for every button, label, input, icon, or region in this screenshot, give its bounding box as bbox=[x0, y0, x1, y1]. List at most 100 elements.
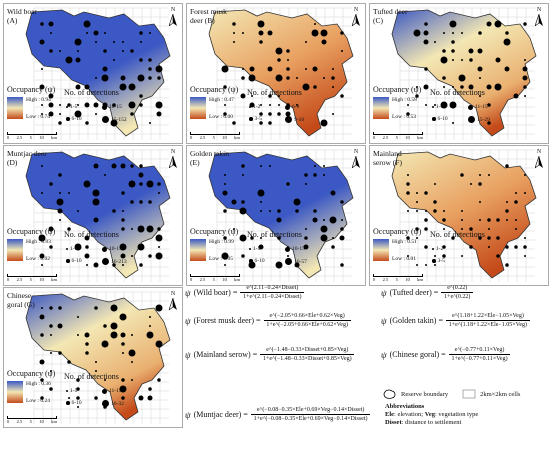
dot-icon bbox=[285, 246, 290, 252]
scale-bar: 0 2.5 5 10 km bbox=[190, 132, 240, 140]
occupancy-label: Occupancy (ψ) bbox=[7, 227, 56, 236]
occupancy-high: High : 0.83 bbox=[26, 239, 51, 245]
occupancy-low: Low : 0.24 bbox=[26, 398, 50, 404]
detection-bin: 3-5 bbox=[432, 258, 445, 264]
detection-bin: 6-10 bbox=[432, 116, 448, 122]
scale-bar: 0 2.5 5 10 km bbox=[7, 274, 57, 282]
habitat-map bbox=[391, 149, 537, 282]
detection-bin: 16-32 bbox=[102, 400, 124, 407]
detections-label: No. of detections bbox=[64, 230, 119, 239]
detection-bin: 1-5 bbox=[432, 104, 443, 110]
habitat-map bbox=[208, 7, 354, 140]
north-arrow-icon: N bbox=[168, 291, 178, 315]
dot-icon bbox=[66, 390, 68, 392]
detection-bin: 1-2 bbox=[249, 104, 260, 110]
occupancy-color-ramp bbox=[373, 239, 389, 261]
occupancy-label: Occupancy (ψ) bbox=[190, 85, 239, 94]
panel-title: Muntjac deer (D) bbox=[7, 149, 47, 167]
map-panel-f: Mainland serow (F) N Occupancy (ψ) High … bbox=[369, 145, 549, 286]
detection-bin: 1-5 bbox=[66, 388, 77, 394]
habitat-map bbox=[25, 291, 171, 424]
detections-label: No. of detections bbox=[64, 372, 119, 381]
map-panel-e: Golden takin (E) N Occupancy (ψ) High : … bbox=[186, 145, 366, 286]
grid-cell-icon bbox=[462, 389, 476, 399]
north-arrow-icon: N bbox=[351, 149, 361, 173]
dot-icon bbox=[285, 258, 292, 265]
detection-bin: 6-10 bbox=[249, 258, 265, 264]
detection-bin: 6-10 bbox=[66, 116, 82, 122]
detection-bin: 11-15 bbox=[468, 104, 488, 110]
dot-icon bbox=[249, 106, 251, 108]
equation-chinese-goral: ψ (Chinese goral) = e^(−0.77+0.11×Veg) 1+e… bbox=[381, 347, 511, 362]
map-panel-c: Tufted deer (C) N Occupancy (ψ) High : 0… bbox=[369, 3, 549, 144]
dot-icon bbox=[249, 117, 253, 121]
detection-bin: 6-10 bbox=[66, 258, 82, 264]
detection-bin: 1-5 bbox=[66, 246, 77, 252]
occupancy-low: Low : 0.05 bbox=[209, 256, 233, 262]
occupancy-label: Occupancy (ψ) bbox=[373, 85, 422, 94]
north-arrow-icon: N bbox=[534, 7, 544, 31]
occupancy-high: High : 0.99 bbox=[209, 239, 234, 245]
dot-icon bbox=[66, 259, 70, 263]
detection-bin: 10-15 bbox=[102, 246, 122, 252]
map-panel-b: Forest musk deer (B) N Occupancy (ψ) Hig… bbox=[186, 3, 366, 144]
dot-icon bbox=[249, 248, 251, 250]
panel-title: Forest musk deer (B) bbox=[190, 7, 227, 25]
occupancy-high: High : 0.47 bbox=[209, 97, 234, 103]
detection-bin: 16-213 bbox=[102, 258, 127, 265]
occupancy-high: High : 0.51 bbox=[392, 239, 417, 245]
occupancy-color-ramp bbox=[190, 239, 206, 261]
habitat-map bbox=[391, 7, 537, 140]
panel-title: Tufted deer (C) bbox=[373, 7, 408, 25]
dot-icon bbox=[102, 400, 109, 407]
equation-muntjac-deer: ψ (Muntjac deer) = e^(−0.08−0.35×Ele+0.69… bbox=[185, 407, 371, 422]
detection-bin: 15-152 bbox=[102, 116, 127, 123]
occupancy-high: High : 0.94 bbox=[26, 97, 51, 103]
occupancy-label: Occupancy (ψ) bbox=[7, 369, 56, 378]
dot-icon bbox=[66, 248, 68, 250]
equation-tufted-deer: ψ (Tufted deer) = e^(0.22) 1+e^(0.22) bbox=[381, 285, 474, 300]
reserve-boundary-icon bbox=[383, 389, 396, 399]
detection-bin: 9-10 bbox=[285, 116, 304, 123]
map-panel-d: Muntjac deer (D) N Occupancy (ψ) High : … bbox=[3, 145, 183, 286]
occupancy-label: Occupancy (ψ) bbox=[190, 227, 239, 236]
occupancy-color-ramp bbox=[190, 97, 206, 119]
detection-bin: 15-29 bbox=[468, 116, 490, 123]
panel-title: Chinese goral (G) bbox=[7, 291, 35, 309]
dot-icon bbox=[66, 401, 70, 405]
habitat-map bbox=[208, 149, 354, 282]
detection-bin: 6-10 bbox=[66, 400, 82, 406]
dot-icon bbox=[66, 106, 68, 108]
occupancy-high: High : 0.58 bbox=[392, 97, 417, 103]
dot-icon bbox=[102, 388, 107, 394]
detection-bin: 11-15 bbox=[102, 388, 122, 394]
scale-bar: 0 2.5 5 10 km bbox=[190, 274, 240, 282]
scale-bar: 0 2.5 5 10 km bbox=[7, 132, 57, 140]
dot-icon bbox=[432, 117, 436, 121]
occupancy-label: Occupancy (ψ) bbox=[373, 227, 422, 236]
scale-bar: 0 2.5 5 10 km bbox=[373, 274, 423, 282]
dot-icon bbox=[66, 117, 70, 121]
detection-bin: 1-5 bbox=[66, 104, 77, 110]
detection-bin: 1-2 bbox=[432, 246, 443, 252]
abbreviations: Abbreviations Ele: elevation; Veg: veget… bbox=[385, 403, 479, 426]
north-arrow-icon: N bbox=[534, 149, 544, 173]
equation-mainland-serow: ψ (Mainland serow) = e^(−1.48−0.33×Disset… bbox=[185, 347, 355, 362]
dot-icon bbox=[432, 248, 434, 250]
north-arrow-icon: N bbox=[168, 149, 178, 173]
dot-icon bbox=[432, 259, 436, 263]
map-panel-g: Chinese goral (G) N Occupancy (ψ) High :… bbox=[3, 287, 183, 428]
occupancy-low: Low : 0.53 bbox=[392, 114, 416, 120]
detection-bin: 1-5 bbox=[249, 246, 260, 252]
panel-title: Wild boar (A) bbox=[7, 7, 37, 25]
occupancy-low: Low : 0.01 bbox=[392, 256, 416, 262]
detections-label: No. of detections bbox=[64, 88, 119, 97]
detection-bin: 10-15 bbox=[102, 104, 122, 110]
map-legend: Reserve boundary 2km×2km cells bbox=[383, 389, 520, 399]
detection-bin: 10-15 bbox=[285, 246, 305, 252]
detection-bin: 6-8 bbox=[285, 104, 299, 110]
dot-icon bbox=[102, 258, 109, 265]
occupancy-color-ramp bbox=[373, 97, 389, 119]
occupancy-color-ramp bbox=[7, 239, 23, 261]
scale-bar: 0 2.5 5 10 km bbox=[7, 416, 57, 424]
